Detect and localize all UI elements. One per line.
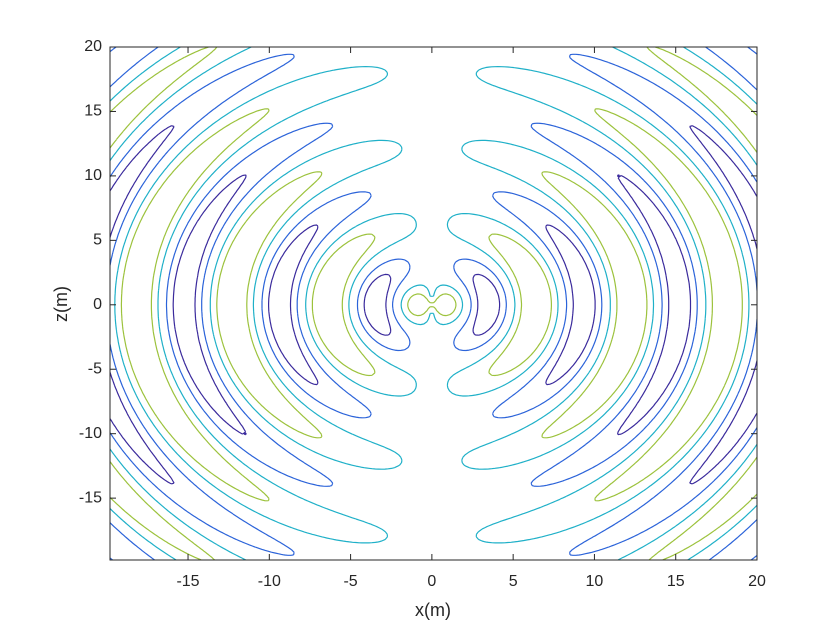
contour-line	[110, 47, 757, 560]
axes-box	[109, 46, 758, 561]
y-tick-label: -5	[88, 360, 102, 377]
x-tick-label: -10	[258, 573, 281, 590]
x-tick-label: 10	[586, 573, 604, 590]
y-tick-label: 5	[93, 232, 102, 249]
y-tick-label: -10	[79, 425, 102, 442]
y-axis-label: z(m)	[51, 286, 71, 322]
x-tick-label: -5	[343, 573, 357, 590]
contour-line	[110, 47, 757, 560]
x-tick-label: 15	[667, 573, 685, 590]
x-axis-label: x(m)	[415, 600, 451, 620]
contour-line	[110, 47, 757, 560]
y-tick-label: 15	[84, 103, 102, 120]
contour-line	[110, 125, 757, 485]
x-tick-label: 20	[748, 573, 766, 590]
y-tick-label: 20	[84, 38, 102, 55]
y-tick-label: -15	[79, 489, 102, 506]
x-tick-label: 0	[427, 573, 436, 590]
y-tick-label: 0	[93, 296, 102, 313]
x-tick-label: -15	[176, 573, 199, 590]
x-tick-label: 5	[509, 573, 518, 590]
y-tick-label: 10	[84, 167, 102, 184]
